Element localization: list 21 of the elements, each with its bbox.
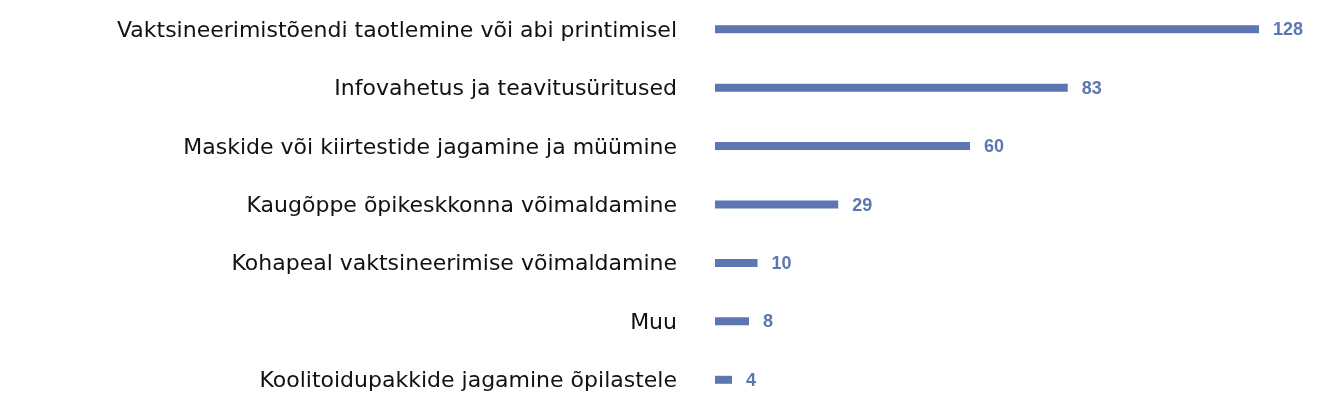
y-tick-label: Muu [630, 308, 677, 334]
y-tick-label: Koolitoidupakkide jagamine õpilastele [259, 367, 677, 393]
bar [715, 200, 839, 209]
data-label: 8 [763, 311, 774, 332]
y-tick-label: Kaugõppe õpikeskkonna võimaldamine [246, 192, 677, 217]
bar [715, 258, 758, 267]
data-label: 128 [1273, 19, 1304, 40]
data-label: 4 [746, 369, 757, 390]
y-tick-label: Vaktsineerimistõendi taotlemine või abi printimisel [116, 16, 677, 42]
bar [715, 317, 749, 326]
data-label: 29 [852, 194, 873, 215]
y-tick-label: Infovahetus ja teavitusüritused [334, 75, 677, 101]
data-label: 10 [771, 252, 792, 273]
y-tick-label: Kohapeal vaktsineerimise võimaldamine [231, 250, 677, 276]
bar [715, 375, 732, 384]
bar [715, 142, 970, 151]
data-label: 60 [984, 136, 1005, 157]
bar [715, 83, 1068, 92]
bar [715, 25, 1259, 34]
y-tick-label: Maskide või kiirtestide jagamine ja müümine [183, 133, 677, 159]
data-label: 83 [1081, 77, 1102, 98]
